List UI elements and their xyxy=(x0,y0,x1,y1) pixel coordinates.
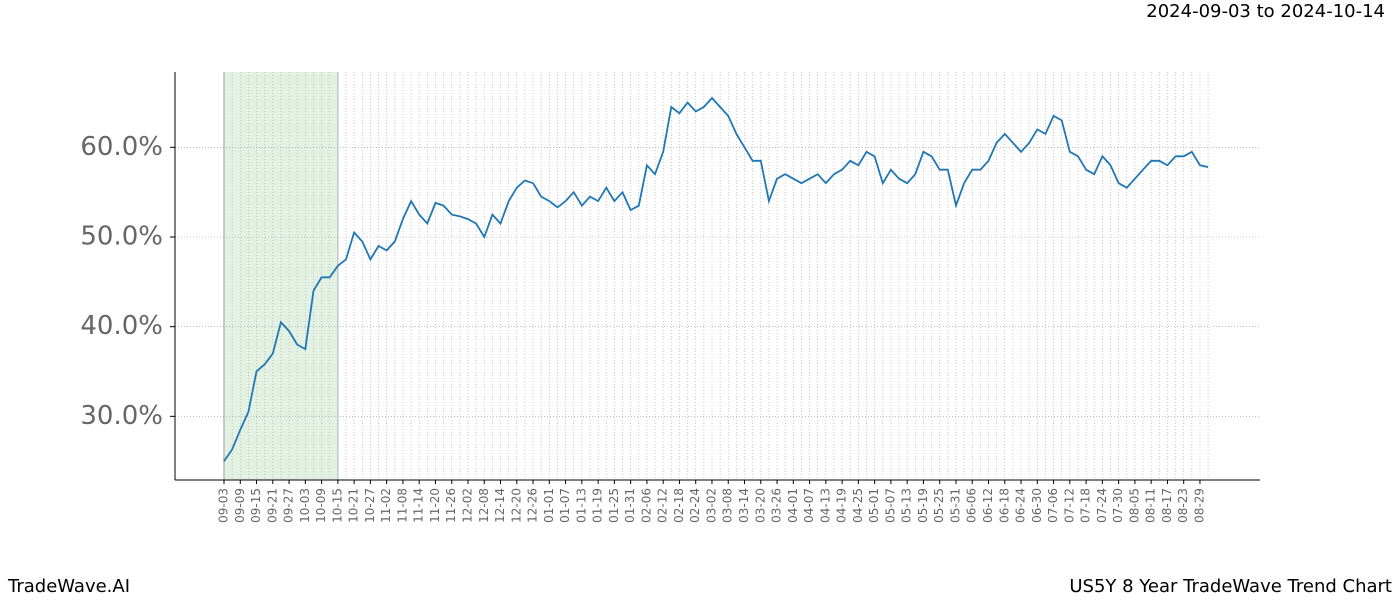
x-tick-label: 04-07 xyxy=(802,488,816,523)
x-tick-label: 11-08 xyxy=(395,488,409,523)
x-tick-label: 10-15 xyxy=(330,488,344,523)
trend-line xyxy=(223,96,1209,462)
x-tick-label: 02-24 xyxy=(688,488,702,523)
y-tick-label: 60.0% xyxy=(80,132,163,162)
x-tick-label: 03-14 xyxy=(737,488,751,523)
x-tick-label: 07-24 xyxy=(1095,488,1109,523)
x-tick-label: 01-01 xyxy=(542,488,556,523)
x-tick-label: 11-02 xyxy=(379,488,393,523)
footer-right: US5Y 8 Year TradeWave Trend Chart xyxy=(1069,576,1392,597)
x-tick-label: 09-21 xyxy=(265,488,279,523)
x-tick-label: 05-19 xyxy=(916,488,930,523)
x-tick-label: 09-09 xyxy=(233,488,247,523)
footer-left: TradeWave.AI xyxy=(7,576,130,597)
x-tick-label: 06-30 xyxy=(1030,488,1044,523)
x-tick-label: 03-08 xyxy=(721,488,735,523)
y-tick-label: 30.0% xyxy=(80,401,163,431)
x-tick-label: 07-06 xyxy=(1046,488,1060,523)
x-tick-label: 10-09 xyxy=(314,488,328,523)
x-tick-label: 05-07 xyxy=(883,488,897,523)
x-tick-label: 03-26 xyxy=(770,488,784,523)
x-tick-label: 01-19 xyxy=(591,488,605,523)
x-tick-label: 12-14 xyxy=(493,488,507,523)
x-tick-label: 11-14 xyxy=(412,488,426,523)
x-tick-label: 08-11 xyxy=(1144,488,1158,523)
x-tick-label: 01-13 xyxy=(574,488,588,523)
x-tick-label: 02-18 xyxy=(672,488,686,523)
x-tick-label: 09-27 xyxy=(282,488,296,523)
x-tick-label: 06-12 xyxy=(981,488,995,523)
x-tick-label: 05-25 xyxy=(932,488,946,523)
x-tick-label: 12-20 xyxy=(509,488,523,523)
x-tick-label: 11-26 xyxy=(444,488,458,523)
x-tick-label: 04-19 xyxy=(835,488,849,523)
x-tick-label: 05-13 xyxy=(900,488,914,523)
x-tick-label: 08-05 xyxy=(1127,488,1141,523)
x-tick-label: 09-03 xyxy=(217,488,231,523)
x-tick-label: 10-21 xyxy=(347,488,361,523)
x-tick-label: 04-01 xyxy=(786,488,800,523)
x-tick-label: 07-12 xyxy=(1062,488,1076,523)
x-tick-label: 12-08 xyxy=(477,488,491,523)
x-tick-label: 01-31 xyxy=(623,488,637,523)
x-tick-label: 06-06 xyxy=(965,488,979,523)
x-tick-label: 11-20 xyxy=(428,488,442,523)
x-tick-label: 03-02 xyxy=(704,488,718,523)
x-tick-label: 06-24 xyxy=(1014,488,1028,523)
x-tick-label: 02-06 xyxy=(639,488,653,523)
x-tick-label: 07-30 xyxy=(1111,488,1125,523)
x-tick-label: 08-29 xyxy=(1192,488,1206,523)
y-tick-label: 50.0% xyxy=(80,221,163,251)
date-range: 2024-09-03 to 2024-10-14 xyxy=(1146,1,1385,22)
x-tick-label: 05-01 xyxy=(867,488,881,523)
x-tick-label: 07-18 xyxy=(1079,488,1093,523)
x-tick-label: 04-25 xyxy=(851,488,865,523)
x-tick-label: 03-20 xyxy=(753,488,767,523)
x-tick-label: 10-27 xyxy=(363,488,377,523)
x-tick-label: 08-17 xyxy=(1160,488,1174,523)
x-tick-label: 01-07 xyxy=(558,488,572,523)
x-tick-label: 06-18 xyxy=(997,488,1011,523)
x-tick-label: 04-13 xyxy=(818,488,832,523)
x-tick-label: 10-03 xyxy=(298,488,312,523)
x-tick-label: 12-02 xyxy=(460,488,474,523)
x-tick-label: 09-15 xyxy=(249,488,263,523)
x-tick-label: 05-31 xyxy=(948,488,962,523)
x-tick-label: 01-25 xyxy=(607,488,621,523)
x-tick-label: 02-12 xyxy=(656,488,670,523)
x-tick-label: 08-23 xyxy=(1176,488,1190,523)
y-tick-label: 40.0% xyxy=(80,311,163,341)
x-tick-label: 12-26 xyxy=(526,488,540,523)
